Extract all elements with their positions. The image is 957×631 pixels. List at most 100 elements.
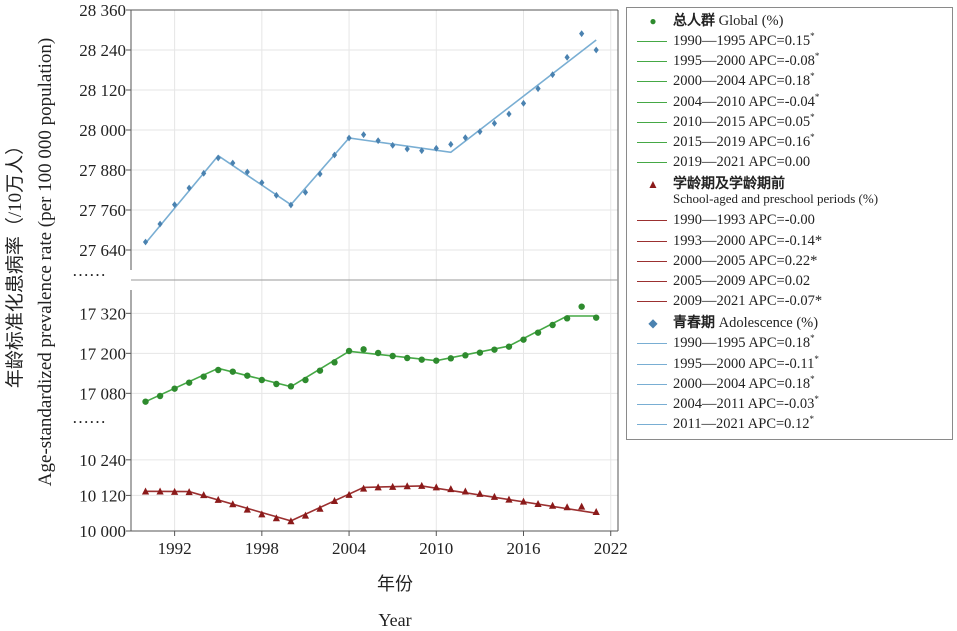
school-point — [185, 488, 193, 496]
y-tick-label: 17 080 — [79, 384, 126, 403]
school-point — [272, 514, 280, 522]
adol-point — [172, 201, 178, 209]
global-point — [200, 373, 207, 380]
school-point — [316, 504, 324, 512]
legend-item-label: 2010—2015 APC=0.05* — [673, 111, 815, 130]
global-point — [316, 367, 324, 374]
legend-line-swatch — [637, 343, 667, 345]
gridlines — [131, 9, 618, 532]
legend-marker-icon: ◆ — [648, 316, 658, 331]
adol-point — [288, 201, 294, 209]
adol-point — [549, 71, 556, 79]
legend-item-label: 1993—2000 APC=-0.14* — [673, 232, 823, 249]
y-tick-label: 28 360 — [79, 1, 126, 20]
school-point — [243, 505, 251, 513]
axis-break-mark: …… — [72, 408, 106, 427]
school-point — [171, 487, 179, 495]
adol-point — [462, 134, 468, 142]
global-point — [331, 359, 338, 366]
global-point — [476, 349, 484, 356]
global-point — [142, 398, 149, 405]
global-point — [302, 376, 309, 384]
axes — [126, 9, 619, 536]
adol-point — [390, 141, 396, 149]
legend-line-swatch — [637, 260, 667, 262]
adol-point — [375, 137, 381, 145]
adol-point — [244, 168, 250, 176]
school-point — [447, 485, 455, 493]
school-point — [403, 482, 411, 490]
y-tick-label: 17 200 — [79, 344, 126, 363]
legend-item-label: 2009—2021 APC=-0.07* — [673, 293, 823, 310]
x-tick-label: 1992 — [158, 539, 192, 558]
school-point — [229, 500, 237, 508]
adol-point — [215, 154, 221, 162]
school-point — [578, 502, 586, 510]
adol-point — [360, 131, 367, 139]
global-point — [433, 357, 440, 364]
x-tick-label: 1998 — [245, 539, 279, 558]
adol-point — [331, 151, 338, 159]
global-point — [563, 315, 571, 322]
school-point — [389, 482, 397, 490]
adol-point — [419, 147, 425, 155]
legend-item-label: 1990—1993 APC=-0.00 — [673, 212, 815, 229]
legend-item-label: 2000—2004 APC=0.18* — [673, 71, 815, 90]
adol-point — [157, 220, 163, 228]
adol-point — [201, 169, 207, 177]
legend-line-swatch — [637, 383, 667, 385]
global-point — [229, 368, 236, 375]
school-point — [490, 492, 499, 500]
global-point — [534, 329, 542, 336]
legend-line-swatch — [637, 220, 667, 222]
x-axis-label-en: Year — [378, 610, 411, 630]
legend-item-label: 1995—2000 APC=-0.08* — [673, 51, 820, 70]
legend-item-label: 2000—2004 APC=0.18* — [673, 373, 815, 392]
global-point — [462, 352, 469, 359]
global-point — [505, 343, 513, 350]
legend-item-label: 2011—2021 APC=0.12* — [673, 414, 815, 433]
school-point — [534, 500, 542, 508]
adol-point — [506, 110, 512, 118]
global-point — [273, 380, 280, 388]
adol-point — [259, 179, 265, 187]
adol-point — [448, 140, 454, 148]
school-point — [258, 510, 266, 518]
school-point — [432, 483, 440, 491]
legend-line-swatch — [637, 240, 667, 242]
legend-item-label: 1990—1995 APC=0.15* — [673, 31, 815, 49]
axis-break-mark: …… — [72, 261, 106, 280]
legend-title-en: Global (%) — [718, 13, 784, 29]
global-point — [389, 352, 396, 360]
legend-line-swatch — [637, 101, 667, 103]
legend-title-cn: 青春期 — [673, 315, 715, 332]
adol-point — [404, 145, 410, 153]
global-point — [287, 383, 295, 390]
legend: ● 总人群 Global (%) 1990—1995 APC=0.15* 1995—2… — [626, 7, 953, 440]
adol-point — [346, 134, 352, 142]
y-tick-label: 10 240 — [79, 451, 126, 470]
legend-title-cn: 总人群 — [673, 13, 715, 29]
adol-point — [520, 99, 527, 107]
x-tick-label: 2022 — [594, 539, 628, 558]
adol-point — [535, 85, 541, 93]
legend-line-swatch — [637, 363, 667, 365]
x-tick-label: 2004 — [332, 539, 367, 558]
legend-line-swatch — [637, 404, 667, 405]
global-point — [404, 354, 411, 362]
legend-item-label: 2000—2005 APC=0.22* — [673, 252, 818, 269]
legend-item-label: 2015—2019 APC=0.16* — [673, 132, 815, 150]
legend-line-swatch — [637, 121, 667, 123]
y-axis-label-en: Age-standardized prevalence rate (per 10… — [35, 38, 56, 486]
y-tick-label: 28 120 — [79, 81, 126, 100]
adol-point — [593, 46, 599, 54]
school-point — [200, 491, 208, 499]
global-point — [258, 376, 266, 384]
global-point — [520, 336, 527, 343]
global-point — [215, 366, 222, 374]
school-point — [418, 481, 426, 489]
legend-item-label: 2005—2009 APC=0.02 — [673, 273, 811, 289]
legend-line-swatch — [637, 81, 667, 83]
global-point — [491, 346, 498, 353]
